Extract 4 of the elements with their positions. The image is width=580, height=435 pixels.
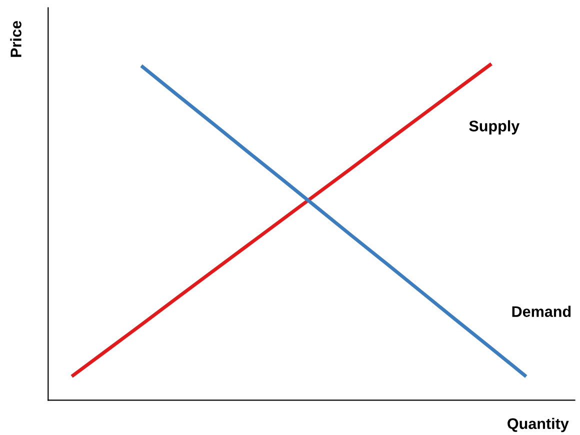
text: Supply: [469, 120, 520, 134]
y-axis-title: Price: [10, 21, 22, 57]
x-axis-title: Quantity: [508, 418, 569, 432]
text: Demand: [512, 306, 571, 317]
